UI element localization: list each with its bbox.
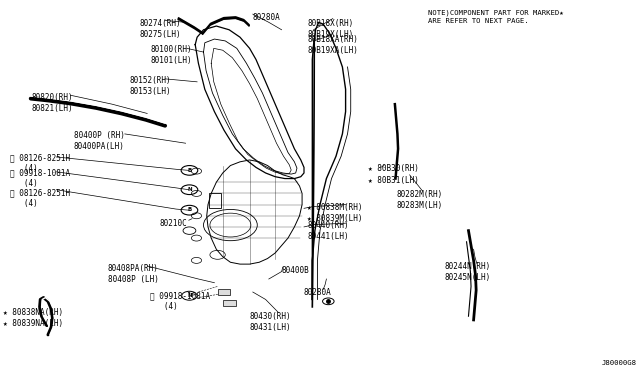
Text: 80408PA(RH)
80408P (LH): 80408PA(RH) 80408P (LH) — [108, 264, 158, 284]
Text: 80274(RH)
80275(LH): 80274(RH) 80275(LH) — [140, 19, 181, 39]
Text: 80100(RH)
80101(LH): 80100(RH) 80101(LH) — [150, 45, 192, 65]
Text: B: B — [188, 167, 191, 173]
Text: N: N — [187, 293, 192, 298]
Text: J80000G8: J80000G8 — [602, 360, 637, 366]
Text: Ⓝ 09918-1081A
   (4): Ⓝ 09918-1081A (4) — [150, 291, 211, 311]
Text: 80B18XA(RH)
80B19XA(LH): 80B18XA(RH) 80B19XA(LH) — [307, 35, 358, 55]
Text: NOTE)COMPONENT PART FOR MARKED★
ARE REFER TO NEXT PAGE.: NOTE)COMPONENT PART FOR MARKED★ ARE REFE… — [428, 9, 563, 24]
Text: N: N — [187, 187, 192, 192]
Text: Ⓓ 08126-8251H
   (4): Ⓓ 08126-8251H (4) — [10, 153, 70, 173]
Text: 80400P (RH)
80400PA(LH): 80400P (RH) 80400PA(LH) — [74, 131, 124, 151]
Text: 80440(RH)
80441(LH): 80440(RH) 80441(LH) — [307, 221, 349, 241]
Bar — [223, 300, 236, 306]
Text: Ⓝ 09918-1081A
   (4): Ⓝ 09918-1081A (4) — [10, 168, 70, 188]
Text: ★ 80838M(RH)
★ 80839M(LH): ★ 80838M(RH) ★ 80839M(LH) — [307, 203, 363, 223]
Text: 80152(RH)
80153(LH): 80152(RH) 80153(LH) — [129, 76, 171, 96]
Text: ★ 80838NA(RH)
★ 80839NA(LH): ★ 80838NA(RH) ★ 80839NA(LH) — [3, 308, 63, 328]
Text: 80400B: 80400B — [282, 266, 309, 275]
Text: 80210C: 80210C — [160, 219, 188, 228]
Text: Ⓓ 08126-8251H
   (4): Ⓓ 08126-8251H (4) — [10, 188, 70, 208]
Text: 80244N(RH)
80245N(LH): 80244N(RH) 80245N(LH) — [445, 262, 491, 282]
Text: 80B18X(RH)
80B19X(LH): 80B18X(RH) 80B19X(LH) — [307, 19, 353, 39]
Text: 80820(RH)
80821(LH): 80820(RH) 80821(LH) — [32, 93, 74, 113]
Text: 80430(RH)
80431(LH): 80430(RH) 80431(LH) — [250, 312, 291, 332]
Text: B: B — [188, 207, 191, 212]
Bar — [218, 289, 230, 295]
Text: 80282M(RH)
80283M(LH): 80282M(RH) 80283M(LH) — [397, 190, 443, 210]
Bar — [209, 193, 221, 208]
Text: ★ 80B30(RH)
★ 80B31(LH): ★ 80B30(RH) ★ 80B31(LH) — [368, 164, 419, 185]
Text: 80280A: 80280A — [304, 288, 332, 297]
Text: 80280A: 80280A — [253, 13, 280, 22]
